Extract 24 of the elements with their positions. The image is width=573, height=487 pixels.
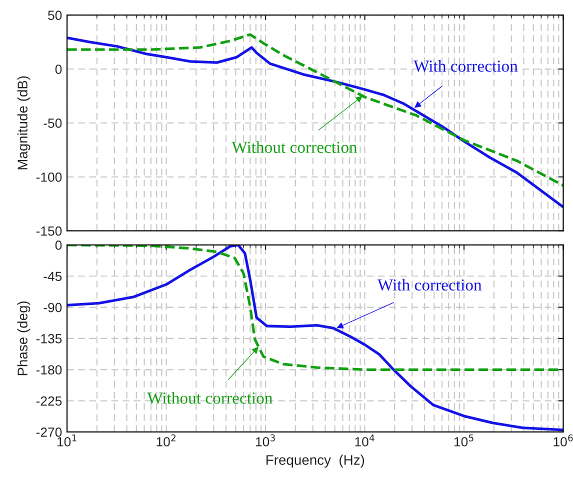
y-tick-label: 0 (55, 64, 62, 74)
x-tick-label: 10$^{5}$ (454, 434, 474, 446)
y-axis-title: Phase (deg) (17, 301, 30, 376)
annotation: Without correction (232, 141, 358, 154)
y-tick-label: -150 (36, 226, 62, 236)
y-tick-label: 50 (48, 10, 62, 20)
y-tick-label: 0 (55, 240, 62, 250)
annotation: With correction (377, 278, 482, 291)
y-tick-label: -225 (36, 396, 62, 406)
x-tick-label: 10$^{2}$ (156, 434, 176, 446)
x-axis-title: Frequency (Hz) (266, 454, 364, 468)
annotation: With correction (414, 60, 518, 72)
y-tick-label: -180 (36, 365, 62, 375)
x-tick-label: 10$^{3}$ (256, 434, 275, 446)
y-tick-label: -50 (44, 118, 62, 128)
annotation: Without correction (147, 392, 272, 404)
y-tick-label: -45 (44, 272, 62, 282)
x-tick-label: 10$^{6}$ (554, 434, 573, 446)
y-tick-label: -135 (36, 334, 62, 344)
y-tick-label: -100 (36, 172, 62, 182)
y-tick-label: -90 (44, 302, 62, 312)
x-tick-label: 10$^{4}$ (355, 434, 374, 446)
y-tick-label: -270 (36, 428, 62, 437)
y-axis-title: Magnitude (dB) (17, 76, 30, 170)
